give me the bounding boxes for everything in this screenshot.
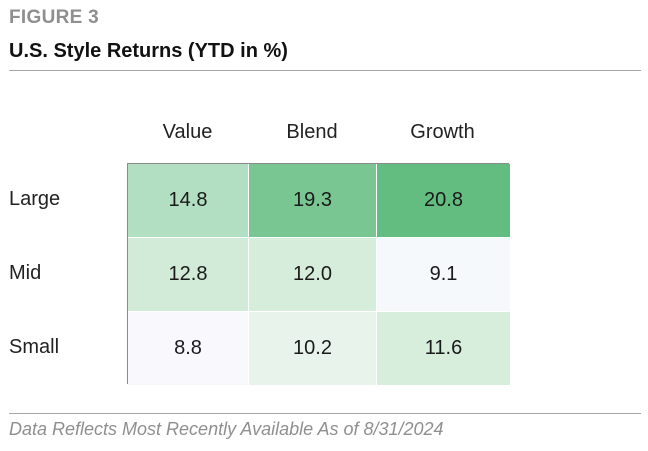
heatmap-cell-mid-blend: 12.0 bbox=[249, 238, 377, 312]
footnote: Data Reflects Most Recently Available As… bbox=[9, 419, 444, 439]
heatmap-cell-small-blend: 10.2 bbox=[249, 312, 377, 385]
heatmap-value-label: 10.2 bbox=[293, 337, 332, 359]
heatmap-value-label: 11.6 bbox=[424, 337, 463, 359]
row-header-mid: Mid bbox=[9, 262, 42, 284]
heatmap-value-label: 14.8 bbox=[168, 189, 208, 211]
column-header-blend: Blend bbox=[286, 121, 338, 143]
heatmap-value-label: 12.8 bbox=[168, 263, 208, 285]
heatmap-value-label: 12.0 bbox=[293, 263, 332, 285]
figure-title: U.S. Style Returns (YTD in %) bbox=[9, 40, 288, 62]
figure-label: FIGURE 3 bbox=[9, 7, 100, 28]
column-header-value: Value bbox=[162, 121, 213, 143]
heatmap-grid: 14.8 19.3 20.8 12.8 12.0 9.1 8.8 10.2 11.6 bbox=[127, 163, 510, 385]
heatmap-value-label: 8.8 bbox=[174, 337, 202, 359]
heatmap-cell-large-value: 14.8 bbox=[128, 164, 249, 238]
row-header-large: Large bbox=[9, 188, 61, 210]
row-header-small: Small bbox=[9, 335, 60, 358]
heatmap-value-label: 20.8 bbox=[424, 189, 463, 211]
heatmap-cell-mid-growth: 9.1 bbox=[377, 238, 510, 312]
heatmap-cell-large-blend: 19.3 bbox=[249, 164, 377, 238]
bottom-divider bbox=[9, 413, 641, 414]
heatmap-value-label: 19.3 bbox=[293, 189, 332, 211]
column-header-growth: Growth bbox=[410, 121, 475, 143]
top-divider bbox=[9, 70, 641, 71]
heatmap-cell-small-value: 8.8 bbox=[128, 312, 249, 385]
heatmap-cell-small-growth: 11.6 bbox=[377, 312, 510, 385]
heatmap-cell-mid-value: 12.8 bbox=[128, 238, 249, 312]
heatmap-value-label: 9.1 bbox=[429, 263, 458, 285]
heatmap-cell-large-growth: 20.8 bbox=[377, 164, 510, 238]
